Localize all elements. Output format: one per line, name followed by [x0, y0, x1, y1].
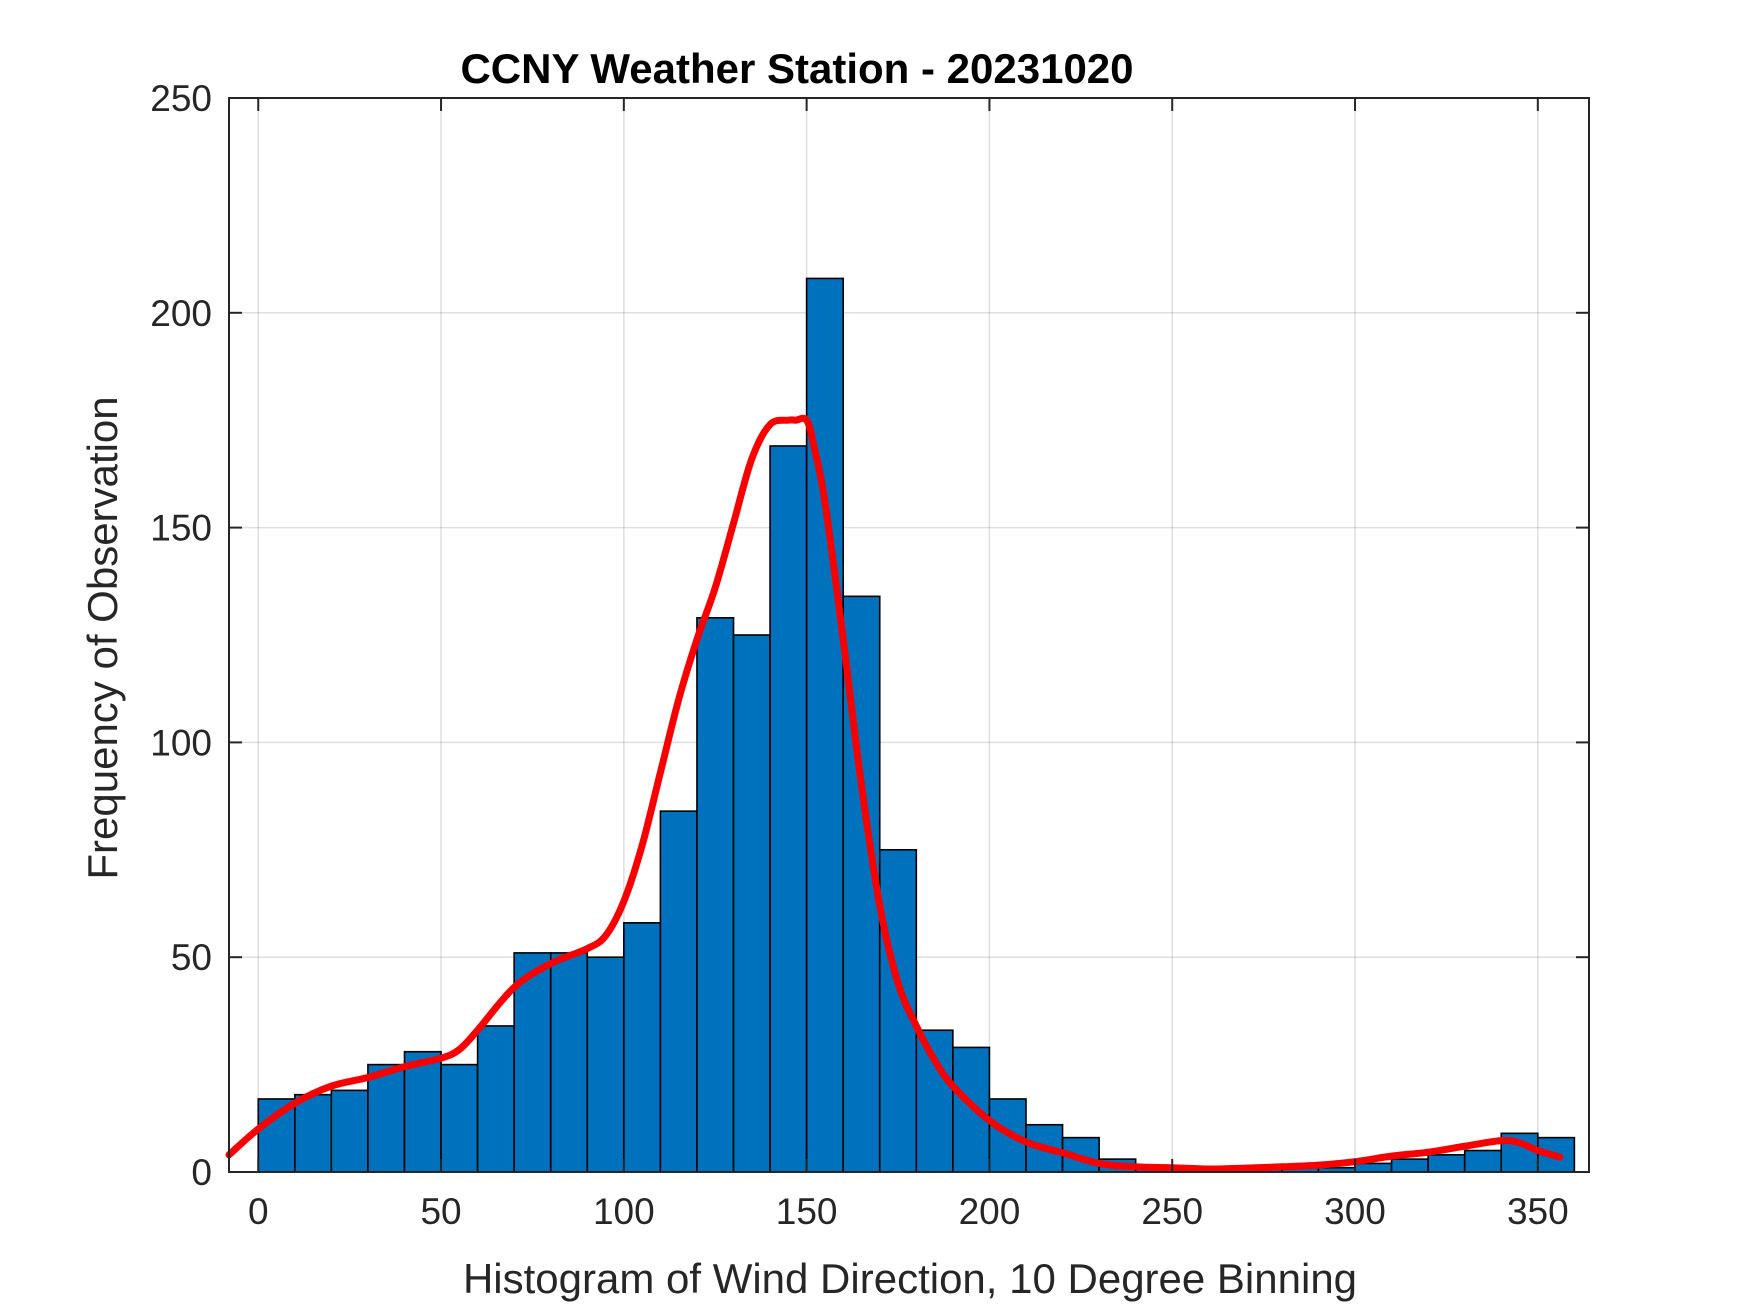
x-tick-label: 150 — [776, 1191, 838, 1232]
histogram-bar — [1463, 1149, 1503, 1173]
histogram-bar — [586, 956, 625, 1173]
histogram-bar — [915, 1029, 954, 1173]
histogram-bar — [330, 1089, 369, 1173]
y-tick-label: 100 — [150, 722, 212, 763]
x-tick-label: 50 — [420, 1191, 461, 1232]
histogram-bar — [549, 952, 589, 1173]
y-tick-label: 0 — [191, 1152, 212, 1193]
histogram-bar — [294, 1093, 333, 1173]
x-tick-label: 300 — [1324, 1191, 1386, 1232]
histogram-bar — [1354, 1162, 1393, 1173]
histogram-bar — [659, 810, 698, 1173]
histogram-bar — [367, 1063, 406, 1173]
x-tick-label: 200 — [959, 1191, 1021, 1232]
y-axis-label: Frequency of Observation — [79, 396, 126, 879]
histogram-bar — [805, 277, 844, 1173]
y-tick-label: 200 — [150, 293, 212, 334]
histogram-bar — [440, 1063, 479, 1173]
histogram-bar — [1427, 1154, 1466, 1173]
histogram-bar — [696, 617, 735, 1173]
axis-ticks: 0 50 100 150 200 250 300 350 0 50 100 150 200 250 — [150, 78, 1589, 1232]
histogram-bar — [623, 922, 662, 1173]
y-tick-label: 50 — [171, 937, 212, 978]
axes-box — [228, 97, 1590, 1173]
x-tick-label: 0 — [248, 1191, 269, 1232]
density-fit-line — [225, 414, 1564, 1173]
histogram-bar — [732, 634, 771, 1173]
y-tick-label: 250 — [150, 78, 212, 119]
histogram-bar — [476, 1025, 515, 1173]
chart-title: CCNY Weather Station - 20231020 — [460, 45, 1133, 92]
histogram-bar — [403, 1050, 442, 1173]
x-axis-label: Histogram of Wind Direction, 10 Degree B… — [463, 1255, 1357, 1302]
y-tick-label: 150 — [150, 508, 212, 549]
histogram-bar — [952, 1046, 991, 1173]
histogram-bar — [513, 952, 552, 1173]
x-tick-label: 250 — [1141, 1191, 1203, 1232]
x-tick-label: 350 — [1507, 1191, 1569, 1232]
histogram-bar — [769, 445, 808, 1173]
x-tick-label: 100 — [593, 1191, 655, 1232]
histogram-bar — [1390, 1158, 1429, 1173]
